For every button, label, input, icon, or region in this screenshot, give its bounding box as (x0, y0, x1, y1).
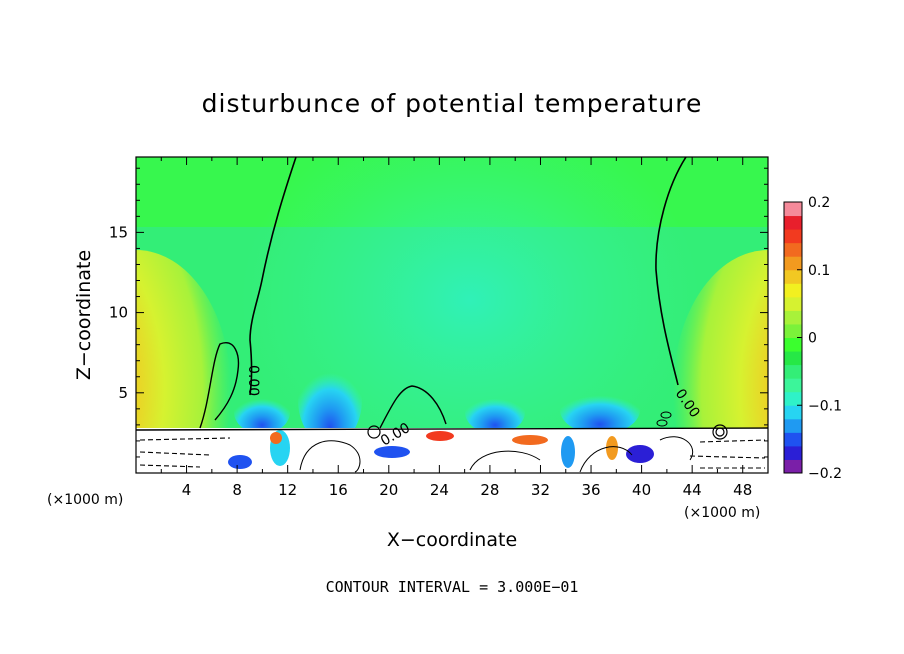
x-unit-left: (×1000 m) (47, 492, 123, 508)
cold-pocket (560, 386, 640, 434)
warm-anomaly-left (136, 250, 231, 473)
y-tick-label: 5 (118, 384, 128, 402)
surface-contour (469, 450, 541, 471)
contour-label: 0.00 (245, 365, 261, 396)
x-tick-label: 40 (632, 481, 651, 499)
surface-contour (299, 440, 361, 473)
x-tick-label: 20 (379, 481, 398, 499)
surface-patch (561, 436, 575, 468)
colorbar-tick-label: −0.2 (808, 466, 842, 482)
colorbar-swatch (784, 256, 802, 271)
colorbar-swatch (784, 445, 802, 460)
y-axis: 5 10 15 (109, 167, 768, 458)
colorbar-tick-label: 0 (808, 331, 817, 347)
colorbar-swatch (784, 459, 802, 474)
surface-patch (228, 455, 252, 469)
plot-field: 0.00 0.00 0.00 (136, 157, 768, 473)
x-tick-label: 28 (480, 481, 499, 499)
colorbar-swatch (784, 310, 802, 325)
y-axis-label: Z−coordinate (73, 250, 95, 380)
cold-pocket (234, 390, 290, 434)
colorbar-swatch (784, 242, 802, 257)
surface-contour (656, 419, 668, 427)
surface-patch (374, 446, 410, 458)
colorbar-swatch (784, 391, 802, 406)
colorbar-swatch (784, 432, 802, 447)
x-tick-label: 4 (182, 481, 192, 499)
colorbar-swatch (784, 337, 802, 352)
surface-contour (715, 427, 725, 437)
cold-pocket (465, 390, 525, 434)
surface-patch (512, 435, 548, 445)
x-tick-label: 16 (329, 481, 348, 499)
colorbar (783, 201, 803, 474)
y-tick-label: 15 (109, 223, 128, 241)
x-tick-label: 24 (430, 481, 449, 499)
colorbar-swatch (784, 229, 802, 244)
surface-contour (660, 411, 672, 419)
colorbar-swatch (784, 364, 802, 379)
x-tick-label: 32 (531, 481, 550, 499)
surface-contour (712, 424, 728, 440)
x-axis: 4 8 12 16 20 24 28 32 36 40 44 48 (160, 157, 769, 499)
zero-contour (249, 157, 297, 396)
colorbar-tick-label: 0.1 (808, 263, 830, 279)
colorbar-axis: 0.2 0.1 0 −0.1 −0.2 (797, 195, 842, 482)
y-tick-label: 10 (109, 304, 128, 322)
zero-contour (379, 385, 447, 429)
x-tick-label: 8 (232, 481, 242, 499)
negative-contour (139, 437, 231, 468)
surface-patch (626, 445, 654, 463)
contour-interval: CONTOUR INTERVAL = 3.000E−01 (326, 578, 579, 596)
colorbar-swatch (784, 202, 802, 217)
colorbar-swatch (784, 378, 802, 393)
surface-patch (606, 436, 618, 460)
colorbar-swatch (784, 351, 802, 366)
zero-contour (655, 157, 687, 386)
x-tick-label: 12 (278, 481, 297, 499)
colorbar-swatch (784, 323, 802, 338)
colorbar-tick-label: −0.1 (808, 398, 842, 414)
colorbar-swatch (784, 418, 802, 433)
surface-patch (426, 431, 454, 441)
x-axis-label: X−coordinate (387, 529, 517, 551)
colorbar-swatch (784, 283, 802, 298)
colorbar-swatch (784, 405, 802, 420)
x-unit-right: (×1000 m) (684, 505, 760, 521)
colorbar-tick-label: 0.2 (808, 195, 830, 211)
surface-contour (367, 425, 381, 439)
surface-patch (270, 432, 282, 444)
cold-pocket (298, 355, 362, 445)
plot-frame (135, 156, 769, 474)
x-tick-label: 36 (581, 481, 600, 499)
surface-contour (659, 436, 694, 461)
warm-anomaly-right (673, 250, 768, 473)
chart-title: disturbunce of potential temperature (202, 89, 703, 118)
colorbar-swatch (784, 269, 802, 284)
zero-contour (199, 342, 240, 429)
surface-contour (579, 446, 633, 473)
x-tick-label: 48 (733, 481, 752, 499)
x-tick-label: 44 (683, 481, 702, 499)
zero-contour (136, 427, 768, 431)
colorbar-swatch (784, 296, 802, 311)
negative-contour (689, 439, 766, 469)
colorbar-swatch (784, 215, 802, 230)
